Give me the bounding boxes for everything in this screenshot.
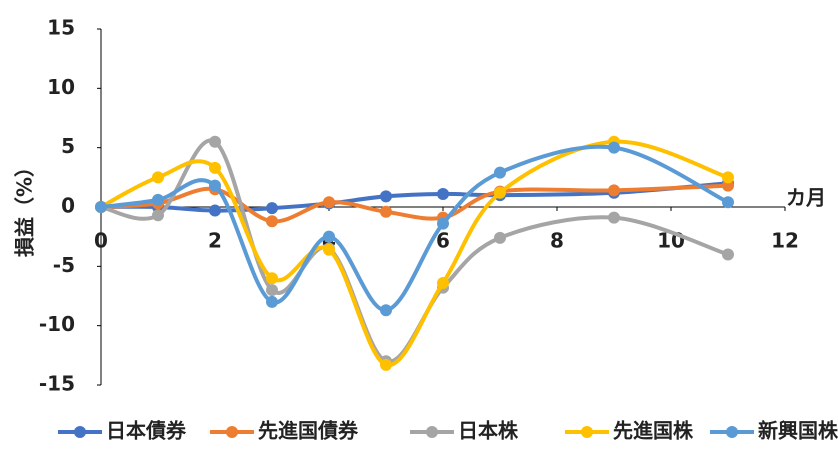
- data-point: [209, 179, 221, 192]
- data-point: [380, 358, 392, 371]
- legend-marker: [581, 426, 593, 438]
- x-tick-label: 12: [771, 229, 799, 253]
- x-axis-label: カ月: [786, 186, 826, 210]
- data-point: [209, 161, 221, 174]
- legend-marker: [226, 426, 238, 438]
- y-tick-label: 10: [47, 75, 75, 99]
- series-line: [99, 183, 730, 224]
- data-point: [95, 201, 107, 213]
- y-tick-label: 5: [61, 134, 75, 158]
- data-point: [323, 243, 335, 256]
- data-point: [323, 196, 335, 209]
- legend-marker: [74, 426, 86, 438]
- data-point: [209, 135, 221, 148]
- data-point: [380, 304, 392, 317]
- data-point: [608, 141, 620, 154]
- data-point: [494, 186, 506, 199]
- data-point: [437, 276, 449, 289]
- legend-label: 新興国株: [758, 419, 838, 443]
- data-point: [608, 211, 620, 224]
- x-tick-label: 8: [550, 229, 564, 253]
- data-point: [608, 184, 620, 197]
- x-tick-label: 6: [436, 229, 450, 253]
- legend-label: 日本債券: [106, 419, 187, 443]
- data-point: [209, 204, 221, 217]
- y-tick-label: -15: [39, 372, 75, 396]
- data-point: [380, 190, 392, 203]
- data-point: [722, 179, 734, 192]
- data-point: [152, 209, 164, 222]
- x-tick-label: 2: [208, 229, 222, 253]
- y-tick-label: 0: [61, 194, 75, 218]
- data-point: [722, 248, 734, 261]
- data-point: [380, 205, 392, 218]
- data-point: [323, 230, 335, 243]
- legend-label: 日本株: [458, 419, 519, 443]
- data-point: [266, 215, 278, 228]
- legend-marker: [726, 426, 738, 438]
- y-tick-label: 15: [47, 16, 75, 40]
- series-line: [99, 144, 730, 313]
- x-tick-label: 0: [94, 229, 108, 253]
- data-point: [152, 171, 164, 184]
- legend-marker: [426, 426, 438, 438]
- y-tick-label: -10: [39, 312, 75, 336]
- data-point: [266, 202, 278, 215]
- y-axis-label: 損益（%）: [13, 157, 37, 257]
- data-point: [722, 196, 734, 209]
- data-point: [437, 217, 449, 230]
- series-line: [99, 181, 730, 213]
- data-point: [266, 295, 278, 308]
- data-point: [494, 166, 506, 179]
- data-point: [266, 272, 278, 285]
- series-line: [99, 138, 730, 364]
- legend-label: 先進国株: [613, 419, 694, 443]
- data-point: [722, 171, 734, 184]
- data-point: [494, 231, 506, 244]
- data-point: [266, 284, 278, 297]
- legend-label: 先進国債券: [258, 419, 359, 443]
- data-point: [437, 187, 449, 200]
- y-tick-label: -5: [53, 253, 75, 277]
- series-line: [99, 139, 730, 367]
- data-point: [152, 193, 164, 206]
